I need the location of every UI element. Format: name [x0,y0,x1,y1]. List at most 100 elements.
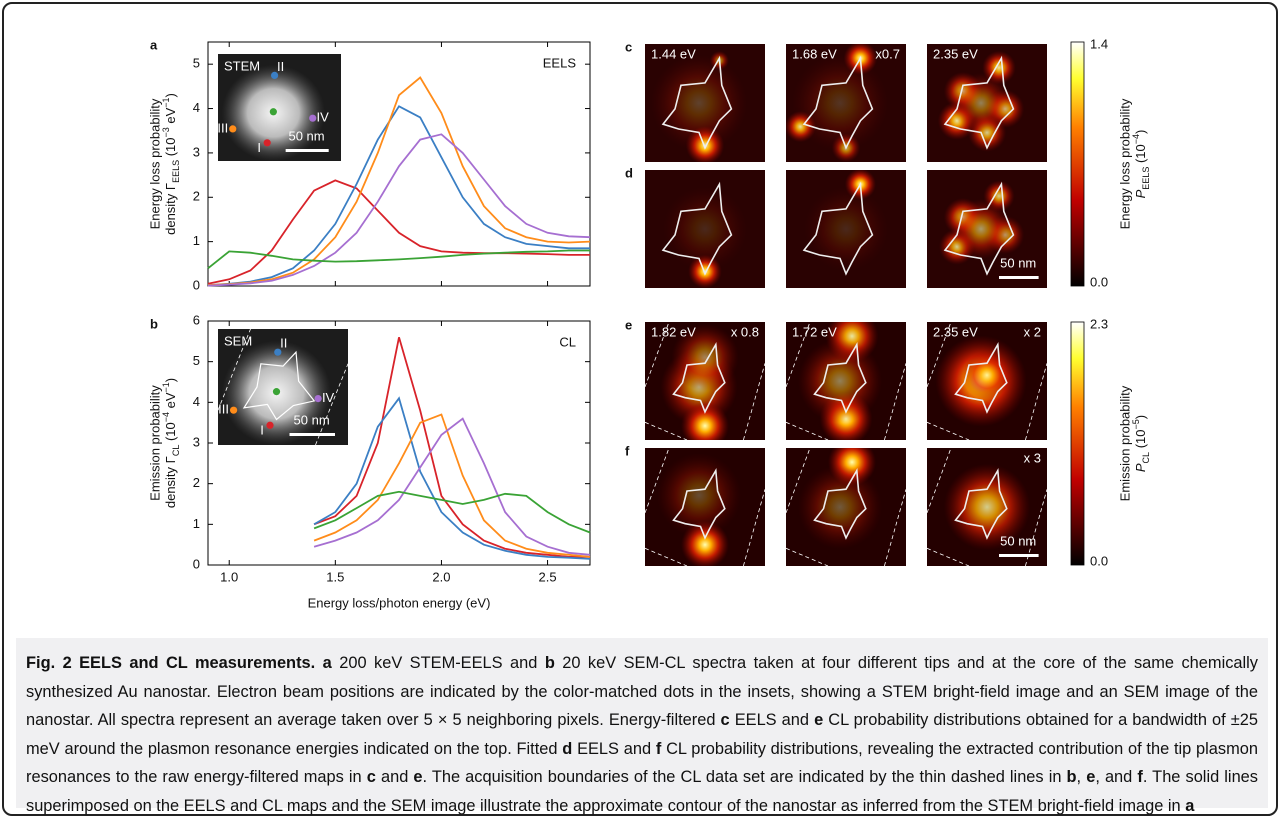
label-part: P [1133,189,1148,198]
beam-position [229,125,237,133]
caption-text: , and [1095,768,1138,787]
map-image: 1.72 eV [786,322,906,440]
panel-label: b [150,316,158,331]
scan-boundary [927,547,970,566]
y-tick-label: 0 [193,556,200,571]
tip-label: I [257,140,261,155]
inset-scale: 50 nm [294,412,330,427]
contour [802,181,874,276]
map-intensity [804,187,888,271]
beam-position [263,139,271,147]
label-part: density Γ [163,183,178,235]
caption-text: EELS and [572,739,656,758]
caption-text: and [375,768,414,787]
panel-label: e [625,317,632,332]
map-intensity [943,463,1031,551]
beam-position [230,406,238,414]
scan-boundary [645,547,688,566]
panel-ref: a [1185,796,1195,815]
x-tick-label: 2.0 [432,569,450,584]
scan-boundary [743,489,765,566]
scan-boundary [786,547,829,566]
panel-ref: d [562,739,573,758]
caption-text: CL probability distributions, revealing … [26,739,1258,787]
map-energy: 1.44 eV [651,46,696,61]
scale-bar [289,433,335,436]
map-intensity [951,199,1011,259]
contour [954,468,1008,540]
contour [943,55,1015,150]
scan-boundary [645,421,688,440]
x-tick-label: 1.0 [220,569,238,584]
series-line [313,396,591,560]
series-line [207,249,590,270]
scan-boundary [884,363,906,440]
beam-position [269,108,277,116]
series-line [207,76,591,286]
colorbar [1070,321,1085,566]
y-axis-label: density ΓCL (10−4 eV−1) [161,378,181,508]
x-tick-label: 1.5 [326,569,344,584]
panel-ref: b [544,654,555,672]
colorbar [1070,41,1085,287]
contour [954,342,1008,414]
inset-scale: 50 nm [288,128,324,143]
scan-boundary [927,421,970,440]
colorbar-label: Energy loss probability [1117,98,1132,229]
map-image: 50 nm [927,170,1047,288]
y-tick-label: 3 [193,144,200,159]
series-line [313,337,590,558]
label-part: CL [1141,452,1151,464]
contour [672,342,726,414]
map-image: 2.35 eV [927,44,1047,162]
scan-boundary [927,448,952,514]
map-image: x 3 50 nm [927,448,1047,566]
caption-text: . The solid lines superimposed on the EE… [26,768,1258,815]
beam-position [266,421,274,429]
map-intensity [681,401,729,440]
y-tick-label: 2 [193,189,200,204]
map-image [645,170,765,288]
corner-label: EELS [543,55,577,70]
map-intensity [798,339,882,423]
y-tick-label: 0 [193,277,200,292]
caption-text: 200 keV STEM-EELS and [331,654,545,672]
scan-boundary [1025,489,1047,566]
series-line [207,133,591,287]
map-intensity [951,73,1011,133]
map-energy: 1.68 eV [792,46,837,61]
scan-boundary [927,322,952,388]
caption-text: EELS and [729,711,815,730]
caption-title: Fig. 2 EELS and CL measurements. [26,654,316,672]
label-part: (10 [1133,144,1148,166]
map-image: 2.35 eV x 2 [927,322,1047,440]
label-part: −5 [1131,419,1141,429]
scan-boundary [1025,363,1047,440]
caption: Fig. 2 EELS and CL measurements. a 200 k… [16,638,1268,815]
contour [672,468,726,540]
panel-ref: e [814,711,824,730]
label-part: density Γ [163,456,178,508]
caption-text: , [1076,768,1087,787]
scale-bar [285,149,329,152]
map-factor: x 2 [1024,324,1041,339]
panel-label: d [625,165,633,180]
tip-label: II [277,59,284,74]
label-part: ) [163,378,178,382]
tip-label: IV [317,110,330,125]
map-energy: 2.35 eV [933,46,978,61]
panel-ref: f [655,739,662,758]
caption-text: . The acquisition boundaries of the CL d… [422,768,1067,787]
label-part: eV [163,107,178,127]
label-part: (10 [163,422,178,444]
beam-position [314,395,322,403]
map-scale: 50 nm [1000,255,1036,270]
map-energy: 1.72 eV [792,324,837,339]
inset-title: STEM [224,58,260,73]
map-intensity [651,55,747,151]
map-image: 1.68 eV x0.7 [786,44,906,162]
scan-boundary [645,448,670,514]
beam-position [274,348,282,356]
